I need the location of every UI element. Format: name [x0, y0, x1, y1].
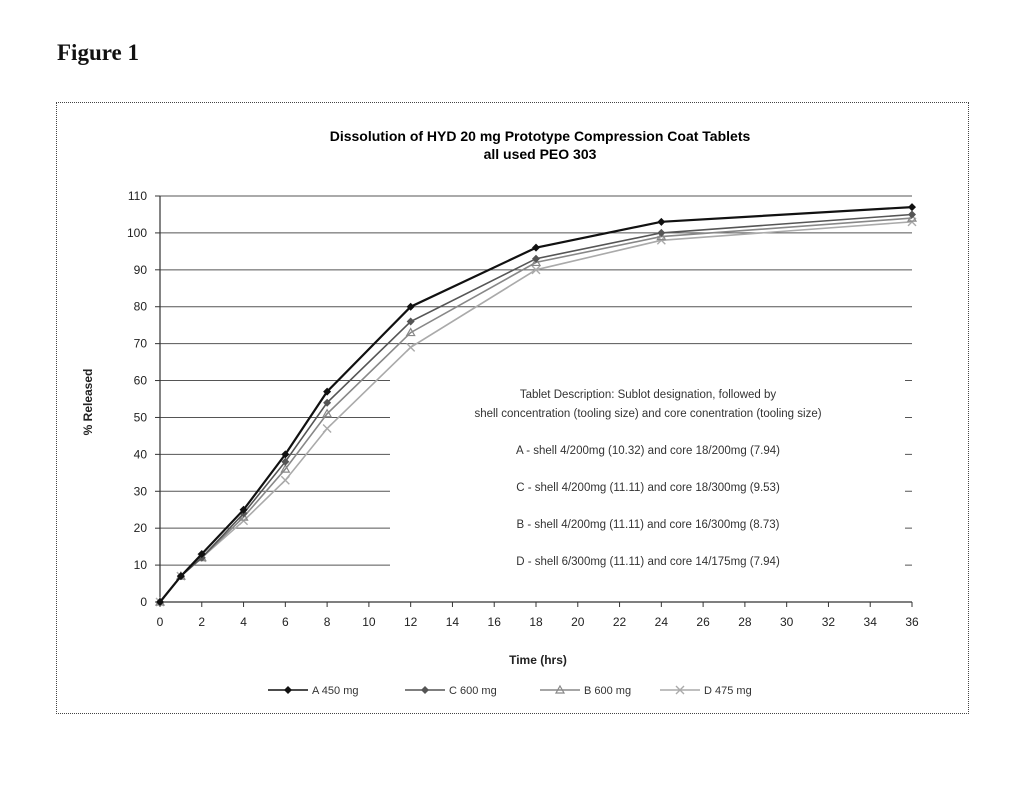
figure-label: Figure 1: [57, 40, 139, 65]
data-point: [156, 598, 164, 606]
x-tick-label: 20: [571, 615, 585, 629]
y-tick-label: 20: [134, 521, 148, 535]
series-line: [159, 206, 913, 603]
data-point: [176, 572, 185, 581]
annotation-line: shell concentration (tooling size) and c…: [474, 408, 821, 420]
y-tick-label: 40: [134, 447, 148, 461]
annotation-line: C - shell 4/200mg (11.11) and core 18/30…: [516, 482, 780, 494]
data-point: [530, 257, 542, 267]
legend-entry: D 475 mg: [660, 685, 752, 697]
y-tick-label: 70: [134, 337, 148, 351]
annotation-background: [390, 375, 905, 575]
x-tick-label: 8: [324, 615, 331, 629]
x-tick-label: 4: [240, 615, 247, 629]
data-point: [908, 210, 916, 219]
x-tick-label: 24: [655, 615, 669, 629]
x-tick-label: 34: [864, 615, 878, 629]
annotation-line: A - shell 4/200mg (10.32) and core 18/20…: [516, 445, 780, 457]
data-point: [280, 463, 291, 473]
data-point: [323, 387, 332, 396]
x-tick-label: 0: [157, 615, 164, 629]
data-point: [322, 408, 333, 418]
data-point: [322, 424, 332, 434]
x-tick-label: 28: [738, 615, 752, 629]
data-point: [406, 317, 415, 326]
legend-marker: [675, 685, 685, 695]
x-tick-label: 22: [613, 615, 627, 629]
legend-marker: [421, 686, 429, 694]
chart-title: Dissolution of HYD 20 mg Prototype Compr…: [330, 128, 751, 144]
x-tick-label: 6: [282, 615, 289, 629]
series-line: [159, 213, 913, 603]
data-point: [405, 327, 416, 337]
axes: [155, 195, 913, 607]
y-tick-label: 60: [134, 374, 148, 388]
data-point: [323, 398, 332, 407]
data-point: [531, 265, 541, 275]
y-tick-label: 0: [140, 595, 147, 609]
data-point: [280, 475, 290, 485]
x-tick-label: 12: [404, 615, 418, 629]
x-tick-label: 14: [446, 615, 460, 629]
data-point: [406, 302, 415, 311]
x-tick-label: 18: [529, 615, 543, 629]
legend-entry: B 600 mg: [540, 684, 631, 697]
y-tick-label: 100: [127, 226, 147, 240]
x-axis-title: Time (hrs): [509, 653, 567, 667]
legend-entry: C 600 mg: [405, 685, 497, 697]
series-lines: [154, 203, 918, 607]
legend-label: C 600 mg: [449, 685, 497, 697]
legend-marker: [554, 684, 566, 694]
x-tick-label: 16: [488, 615, 502, 629]
data-point: [281, 450, 290, 459]
legend-label: B 600 mg: [584, 685, 631, 697]
annotation-line: Tablet Description: Sublot designation, …: [520, 389, 777, 401]
y-axis-title: % Released: [81, 369, 95, 436]
x-tick-label: 30: [780, 615, 794, 629]
x-tick-label: 32: [822, 615, 836, 629]
data-point: [197, 550, 206, 559]
x-tick-label: 26: [696, 615, 710, 629]
y-tick-label: 30: [134, 484, 148, 498]
y-tick-label: 110: [128, 189, 147, 203]
legend-label: D 475 mg: [704, 685, 752, 697]
data-point: [281, 457, 290, 466]
legend-entry: A 450 mg: [268, 685, 358, 697]
y-tick-label: 80: [134, 300, 148, 314]
x-tick-label: 10: [362, 615, 376, 629]
data-point: [656, 231, 667, 241]
data-point: [906, 212, 918, 222]
annotation-line: B - shell 4/200mg (11.11) and core 16/30…: [517, 519, 780, 531]
data-point: [406, 342, 416, 352]
y-tick-label: 10: [134, 558, 148, 572]
chart-frame: [56, 102, 969, 714]
data-point: [532, 254, 540, 263]
x-tick-label: 36: [905, 615, 919, 629]
legend: A 450 mg C 600 mg B 600 mg D 475 mg: [268, 684, 752, 697]
annotation-box: Tablet Description: Sublot designation, …: [390, 375, 905, 575]
series-a: [156, 203, 916, 606]
y-tick-label: 50: [134, 410, 148, 424]
annotation-line: D - shell 6/300mg (11.11) and core 14/17…: [516, 556, 780, 568]
y-tick-label: 90: [134, 263, 148, 277]
data-point: [239, 505, 248, 514]
data-point: [532, 243, 540, 252]
data-point: [657, 217, 666, 226]
legend-label: A 450 mg: [312, 685, 358, 697]
data-point: [908, 203, 916, 212]
data-point: [657, 228, 666, 237]
chart-subtitle: all used PEO 303: [484, 146, 597, 162]
x-tick-label: 2: [198, 615, 205, 629]
legend-marker: [284, 686, 292, 694]
